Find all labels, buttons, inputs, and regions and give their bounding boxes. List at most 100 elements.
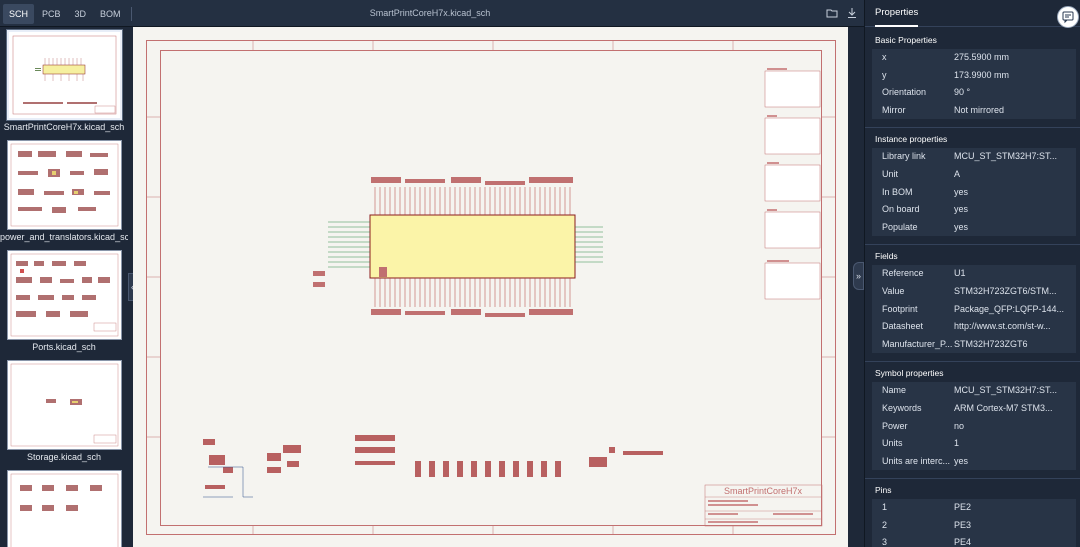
prop-key: x xyxy=(882,52,887,62)
tab-properties[interactable]: Properties xyxy=(875,0,919,27)
prop-value: STM32H723ZGT6 xyxy=(954,338,1028,349)
prop-row: Keywords ARM Cortex-M7 STM3... xyxy=(872,400,1076,418)
prop-value: no xyxy=(954,420,965,431)
schematic-canvas[interactable]: SmartPrintCoreH7x xyxy=(133,27,848,547)
prop-row: Orientation 90 ° xyxy=(872,84,1076,102)
section-divider xyxy=(865,470,1080,480)
prop-row: 3 PE4 xyxy=(872,534,1076,547)
sheet-label[interactable]: power_and_translators.kicad_sch xyxy=(0,232,128,242)
symbol-properties-table: Name MCU_ST_STM32H7:ST... Keywords ARM Cor… xyxy=(872,382,1076,471)
sheet-border-outer xyxy=(146,40,836,535)
view-tabs: SCH PCB 3D BOM xyxy=(3,4,134,24)
prop-row: Value STM32H723ZGT6/STM... xyxy=(872,283,1076,301)
prop-key: Populate xyxy=(882,221,918,232)
prop-value: PE3 xyxy=(954,519,972,530)
section-title-pins: Pins xyxy=(875,485,892,496)
prop-value: yes xyxy=(954,186,969,197)
sheet-thumbnail[interactable] xyxy=(7,140,122,230)
panel-header: Properties xyxy=(865,0,1080,28)
prop-row: On board yes xyxy=(872,201,1076,219)
prop-key: Mirror xyxy=(882,104,906,115)
prop-key: Power xyxy=(882,420,908,431)
pins-table: 1 PE2 2 PE3 3 PE4 xyxy=(872,499,1076,547)
section-divider xyxy=(865,353,1080,363)
prop-value: yes xyxy=(954,221,969,232)
prop-row: Manufacturer_P... STM32H723ZGT6 xyxy=(872,336,1076,354)
prop-row: Datasheet http://www.st.com/st-w... xyxy=(872,318,1076,336)
prop-row: Units are interc... yes xyxy=(872,453,1076,471)
tab-divider xyxy=(130,7,132,21)
sheet-thumbnail[interactable] xyxy=(7,470,122,547)
collapse-panel-button[interactable]: » xyxy=(853,262,864,290)
prop-row: Footprint Package_QFP:LQFP-144... xyxy=(872,301,1076,319)
section-title-basic: Basic Properties xyxy=(875,35,937,45)
title-block-project: SmartPrintCoreH7x xyxy=(724,486,803,496)
prop-key: Units xyxy=(882,438,903,449)
prop-key: In BOM xyxy=(882,186,913,197)
sheet-label[interactable]: Ports.kicad_sch xyxy=(32,342,96,352)
prop-row: 2 PE3 xyxy=(872,517,1076,535)
prop-row: Library link MCU_ST_STM32H7:ST... xyxy=(872,148,1076,166)
prop-row: Name MCU_ST_STM32H7:ST... xyxy=(872,382,1076,400)
prop-key: Reference xyxy=(882,268,924,279)
sheet-thumbnail[interactable] xyxy=(7,250,122,340)
tab-bom[interactable]: BOM xyxy=(100,9,121,19)
prop-row: Reference U1 xyxy=(872,265,1076,283)
prop-row: Power no xyxy=(872,418,1076,436)
prop-row: Populate yes xyxy=(872,219,1076,237)
prop-value: 1 xyxy=(954,438,960,449)
prop-row: In BOM yes xyxy=(872,184,1076,202)
prop-key: Name xyxy=(882,385,907,396)
section-title-instance: Instance properties xyxy=(875,134,948,145)
prop-key: 2 xyxy=(882,519,888,530)
prop-key: Orientation xyxy=(882,87,927,98)
prop-row: Unit A xyxy=(872,166,1076,184)
prop-value: 275.5900 mm xyxy=(954,52,1010,62)
sheet-label[interactable]: Storage.kicad_sch xyxy=(26,452,102,462)
sheet-thumbnail[interactable] xyxy=(7,360,122,450)
prop-value: Package_QFP:LQFP-144... xyxy=(954,303,1065,314)
section-title-fields: Fields xyxy=(875,251,898,262)
prop-value: yes xyxy=(954,455,969,466)
prop-value: 90 ° xyxy=(954,87,971,98)
tab-pcb[interactable]: PCB xyxy=(42,9,61,19)
prop-key: Library link xyxy=(882,151,926,162)
prop-row: x 275.5900 mm xyxy=(872,49,1076,67)
fields-table: Reference U1 Value STM32H723ZGT6/STM... Fo… xyxy=(872,265,1076,354)
sheet-label[interactable]: SmartPrintCoreH7x.kicad_sch xyxy=(3,122,125,132)
chat-icon[interactable] xyxy=(1057,6,1079,28)
tab-sch[interactable]: SCH xyxy=(3,4,35,24)
section-divider xyxy=(865,119,1080,129)
sheet-border-inner xyxy=(160,50,822,526)
folder-icon[interactable] xyxy=(826,6,838,24)
prop-key: Manufacturer_P... xyxy=(882,338,953,349)
prop-value: STM32H723ZGT6/STM... xyxy=(954,285,1057,296)
prop-key: On board xyxy=(882,204,920,215)
download-icon[interactable] xyxy=(846,6,858,24)
prop-key: Unit xyxy=(882,168,899,179)
tab-3d[interactable]: 3D xyxy=(74,9,87,19)
prop-value[interactable]: http://www.st.com/st-w... xyxy=(954,321,1051,332)
properties-panel: Properties Basic Properties x 275.5900 mm… xyxy=(864,0,1080,547)
file-title: SmartPrintCoreH7x.kicad_sch xyxy=(369,8,491,18)
prop-key: Footprint xyxy=(882,303,918,314)
prop-key: Value xyxy=(882,285,905,296)
prop-row: y 173.9900 mm xyxy=(872,67,1076,85)
prop-key: Datasheet xyxy=(882,321,924,332)
prop-key: 1 xyxy=(882,502,888,513)
prop-key: Units are interc... xyxy=(882,455,951,466)
prop-value: ARM Cortex-M7 STM3... xyxy=(954,402,1053,413)
prop-value: MCU_ST_STM32H7:ST... xyxy=(954,385,1058,396)
sheet-thumbnail[interactable] xyxy=(7,30,122,120)
prop-key: 3 xyxy=(882,537,888,547)
prop-key: Keywords xyxy=(882,402,922,413)
prop-value: A xyxy=(954,168,961,179)
prop-row: Mirror Not mirrored xyxy=(872,102,1076,120)
instance-properties-table: Library link MCU_ST_STM32H7:ST... Unit A I… xyxy=(872,148,1076,237)
prop-row: Units 1 xyxy=(872,435,1076,453)
prop-value: PE2 xyxy=(954,502,972,513)
prop-value: 173.9900 mm xyxy=(954,69,1010,80)
prop-value: U1 xyxy=(954,268,966,279)
schematic-drawing: SmartPrintCoreH7x xyxy=(146,40,836,535)
basic-properties-table: x 275.5900 mm y 173.9900 mm Orientation 90 … xyxy=(872,49,1076,120)
